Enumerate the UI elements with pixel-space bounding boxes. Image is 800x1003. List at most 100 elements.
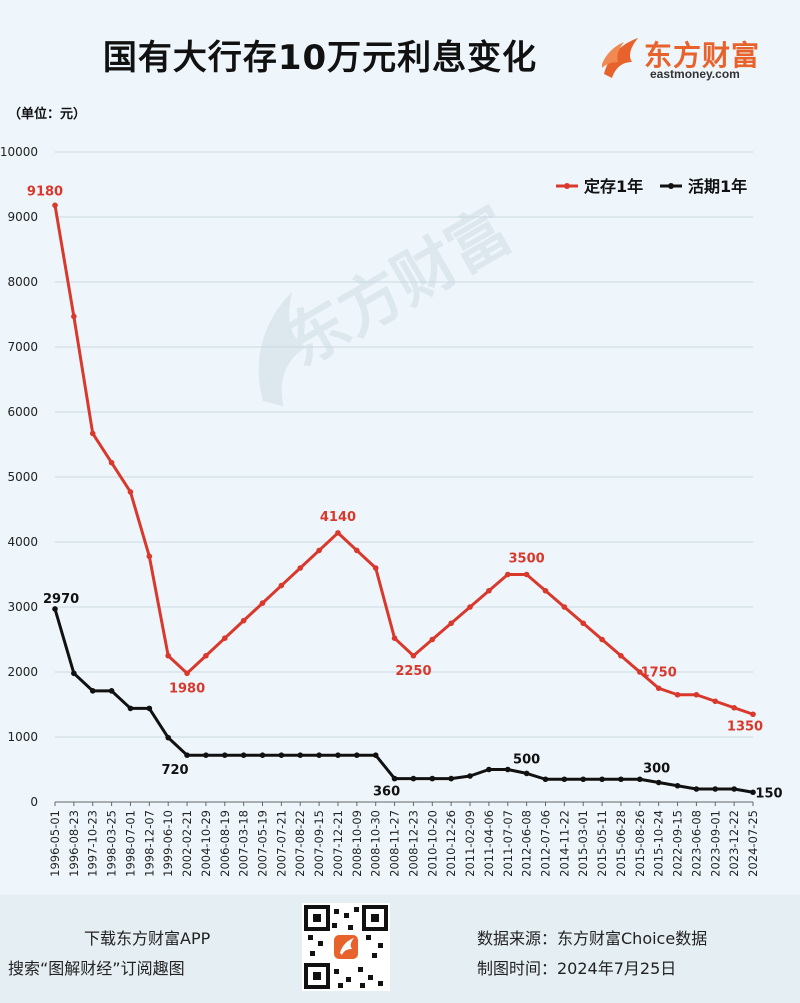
data-point: [504, 766, 511, 773]
x-tick-label: 2002-02-21: [180, 810, 194, 877]
x-tick-label: 2015-08-26: [633, 810, 647, 877]
footer-search-text: 搜索“图解财经”订阅趣图: [8, 959, 185, 978]
legend-marker: [564, 183, 570, 189]
data-label: 2250: [395, 664, 431, 679]
data-label: 300: [643, 762, 670, 777]
data-point: [750, 711, 756, 718]
data-point: [486, 766, 492, 773]
data-point: [429, 636, 436, 643]
unit-label: （单位：元）: [8, 107, 87, 122]
data-point: [674, 691, 681, 698]
x-tick-label: 2008-11-27: [388, 810, 402, 877]
x-tick-label: 2015-03-01: [576, 810, 590, 877]
y-tick-label: 2000: [7, 665, 38, 679]
data-label: 1750: [641, 665, 677, 680]
data-point: [712, 698, 719, 705]
data-point: [108, 688, 115, 694]
x-tick-label: 2011-07-07: [501, 810, 515, 877]
data-point: [71, 313, 77, 320]
data-label: 4140: [320, 510, 356, 525]
data-point: [203, 652, 209, 659]
x-tick-label: 1998-07-01: [123, 810, 137, 877]
x-tick-label: 2023-06-08: [689, 810, 703, 877]
data-label: 500: [513, 752, 540, 767]
data-point: [108, 459, 115, 466]
data-point: [259, 752, 266, 758]
data-point: [580, 620, 587, 627]
data-point: [448, 620, 454, 627]
data-point: [221, 635, 228, 641]
data-point: [354, 752, 360, 758]
legend-label: 活期1年: [688, 177, 747, 196]
brand-domain: eastmoney.com: [650, 67, 740, 81]
x-tick-label: 2010-12-26: [444, 810, 458, 877]
data-point: [354, 547, 360, 554]
data-label: 360: [373, 785, 400, 800]
data-point: [410, 652, 417, 659]
data-point: [448, 775, 454, 782]
y-tick-label: 6000: [7, 405, 38, 419]
data-point: [523, 770, 530, 777]
data-label: 720: [161, 763, 188, 778]
data-point: [297, 752, 304, 758]
data-point: [504, 571, 511, 578]
x-tick-label: 2007-08-22: [293, 810, 307, 877]
x-tick-label: 2022-09-15: [671, 810, 685, 877]
x-tick-label: 2006-08-19: [218, 810, 232, 877]
x-tick-label: 2024-07-25: [746, 810, 760, 877]
qr-code[interactable]: [302, 903, 390, 991]
y-tick-label: 4000: [7, 535, 38, 549]
x-tick-label: 2023-09-01: [708, 810, 722, 877]
data-point: [165, 734, 171, 741]
y-tick-label: 10000: [0, 145, 38, 159]
series-line-0: [53, 205, 754, 716]
data-point: [693, 691, 700, 698]
x-tick-label: 2007-09-15: [312, 810, 326, 877]
data-point: [467, 773, 473, 779]
data-point: [655, 685, 662, 692]
data-point: [203, 752, 209, 758]
x-tick-label: 2014-11-22: [557, 810, 571, 877]
legend: 定存1年 活期1年: [556, 177, 747, 196]
x-tick-label: 1997-10-23: [86, 810, 100, 877]
data-point: [542, 587, 549, 594]
x-tick-label: 2012-07-06: [538, 810, 552, 877]
y-tick-label: 1000: [7, 730, 38, 744]
data-point: [618, 652, 624, 659]
x-tick-label: 1999-06-10: [161, 810, 175, 877]
y-tick-label: 8000: [7, 275, 38, 289]
legend-marker: [668, 183, 674, 189]
data-point: [52, 606, 58, 612]
brand-logo-icon: [602, 38, 638, 78]
data-point: [184, 752, 190, 758]
data-label: 9180: [27, 184, 63, 199]
footer-date-text: 制图时间：2024年7月25日: [477, 959, 677, 978]
data-point: [184, 670, 190, 677]
data-label: 150: [755, 786, 782, 801]
x-tick-label: 2011-04-06: [482, 810, 496, 877]
data-point: [335, 530, 341, 536]
data-point: [335, 752, 341, 758]
data-point: [52, 202, 58, 209]
x-tick-label: 2015-06-28: [614, 810, 628, 877]
data-point: [580, 776, 587, 783]
x-tick-label: 2004-10-29: [199, 810, 213, 877]
y-tick-label: 3000: [7, 600, 38, 614]
data-point: [542, 776, 549, 783]
data-point: [618, 776, 624, 783]
data-point: [750, 789, 756, 796]
footer-download-text: 下载东方财富APP: [84, 929, 211, 948]
data-point: [486, 587, 492, 594]
data-point: [89, 688, 96, 694]
x-tick-label: 2010-10-20: [425, 810, 439, 877]
data-point: [259, 600, 266, 606]
data-point: [316, 547, 322, 554]
data-label: 2970: [43, 592, 79, 607]
data-point: [655, 779, 662, 786]
x-tick-label: 1996-08-23: [67, 810, 81, 877]
data-point: [165, 652, 171, 659]
data-point: [467, 604, 473, 610]
x-tick-label: 2007-07-21: [274, 810, 288, 877]
footer-source-text: 数据来源：东方财富Choice数据: [477, 929, 708, 948]
data-label: 1980: [169, 681, 205, 696]
